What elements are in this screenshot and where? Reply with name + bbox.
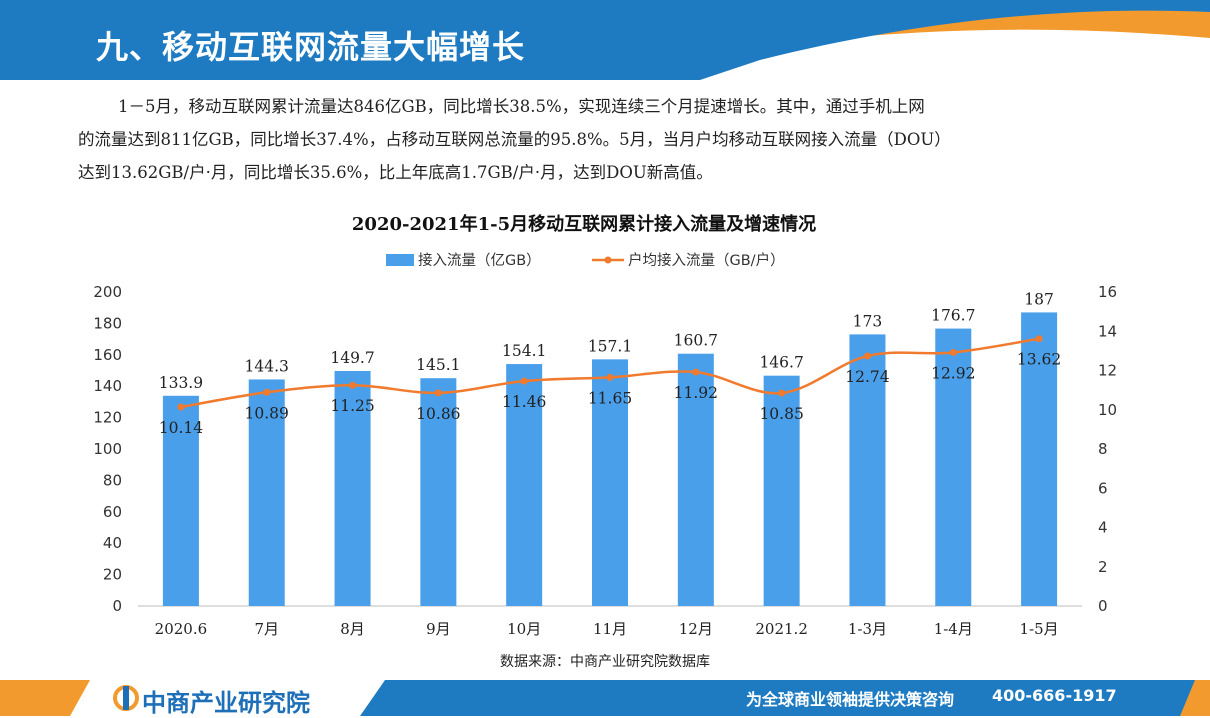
line-point: [778, 389, 786, 397]
legend-label-line: 户均接入流量（GB/户）: [628, 252, 785, 269]
x-tick-label: 10月: [507, 620, 541, 638]
x-tick-label: 8月: [340, 620, 365, 638]
y-right-tick-label: 2: [1098, 558, 1108, 576]
y-left-tick-label: 20: [103, 566, 122, 584]
y-left-tick-label: 0: [112, 597, 122, 615]
bar: [935, 328, 972, 606]
x-tick-label: 12月: [679, 620, 713, 638]
legend-swatch-marker: [604, 256, 612, 264]
y-left-tick-label: 160: [93, 346, 122, 364]
line-value-label: 10.86: [416, 405, 460, 423]
line-point: [520, 377, 528, 385]
y-left-tick-label: 120: [93, 409, 122, 427]
bar: [334, 370, 371, 606]
y-left-tick-label: 180: [93, 314, 122, 332]
line-value-label: 11.25: [330, 397, 374, 415]
line-value-label: 12.92: [931, 364, 975, 382]
line-point: [863, 352, 871, 360]
bar-value-label: 173: [853, 312, 883, 330]
bar-value-label: 149.7: [330, 349, 374, 367]
x-tick-label: 1-4月: [934, 620, 973, 638]
bar: [592, 359, 628, 606]
x-tick-label: 2021.2: [755, 620, 808, 638]
data-source: 数据来源：中商产业研究院数据库: [500, 654, 710, 670]
footer-phone: 400-666-1917: [992, 686, 1117, 705]
x-tick-label: 7月: [254, 620, 279, 638]
x-tick-label: 1-3月: [848, 620, 887, 638]
page-title: 九、移动互联网流量大幅增长: [96, 28, 526, 66]
line-point: [1035, 335, 1043, 343]
line-point: [692, 368, 700, 376]
line-value-label: 10.14: [159, 419, 204, 437]
bar: [763, 375, 800, 606]
line-point: [434, 389, 442, 397]
paragraph-line: 达到13.62GB/户·月，同比增长35.6%，比上年底高1.7GB/户·月，达…: [78, 163, 713, 182]
chart: 0 20 40 60 80 100 120 140 160 180 200 0 2 4 6 8 10 12 14 16…: [93, 252, 1117, 638]
company-logo-icon: [113, 685, 139, 711]
paragraph-line: 1－5月，移动互联网累计流量达846亿GB，同比增长38.5%，实现连续三个月提…: [118, 97, 925, 116]
bar: [849, 334, 886, 606]
bar: [162, 395, 199, 606]
y-right-tick-label: 14: [1098, 322, 1117, 340]
header-banner: [0, 0, 1210, 80]
line-value-label: 12.74: [845, 368, 890, 386]
y-left-tick-label: 200: [93, 283, 122, 301]
line-value-label: 13.62: [1017, 351, 1061, 369]
line-point: [263, 388, 271, 396]
y-right-tick-label: 10: [1098, 401, 1117, 419]
y-right-tick-label: 6: [1098, 479, 1108, 497]
line-value-label: 10.85: [759, 405, 803, 423]
x-tick-label: 2020.6: [155, 620, 208, 638]
bar-value-label: 160.7: [674, 332, 718, 350]
line-value-label: 10.89: [245, 404, 289, 422]
chart-title: 2020-2021年1-5月移动互联网累计接入流量及增速情况: [351, 214, 817, 235]
y-right-tick-label: 12: [1098, 362, 1117, 380]
bar-value-label: 146.7: [759, 354, 803, 372]
line-point: [177, 403, 185, 411]
y-right-tick-label: 4: [1098, 519, 1108, 537]
paragraph-line: 的流量达到811亿GB，同比增长37.4%，占移动互联网总流量的95.8%。5月…: [78, 130, 951, 149]
line-point: [949, 348, 957, 356]
x-tick-label: 9月: [426, 620, 451, 638]
footer-bar: [0, 680, 1210, 716]
footer-slogan: 为全球商业领袖提供决策咨询: [746, 690, 955, 709]
line-point: [606, 373, 614, 381]
line-value-label: 11.46: [502, 393, 546, 411]
summary-paragraph: 1－5月，移动互联网累计流量达846亿GB，同比增长38.5%，实现连续三个月提…: [78, 90, 1133, 189]
y-right-tick-label: 0: [1098, 597, 1108, 615]
y-left-tick-label: 140: [93, 377, 122, 395]
bar-value-label: 187: [1024, 290, 1054, 308]
line-point: [349, 381, 357, 389]
bar: [506, 364, 543, 606]
legend-swatch-bar: [386, 254, 414, 266]
y-left-tick-label: 100: [93, 440, 122, 458]
bar: [420, 378, 457, 606]
x-tick-label: 1-5月: [1020, 620, 1059, 638]
y-right-tick-label: 8: [1098, 440, 1108, 458]
x-tick-label: 11月: [593, 620, 627, 638]
legend-label-bar: 接入流量（亿GB）: [418, 252, 541, 269]
bar-value-label: 144.3: [245, 357, 289, 375]
bar: [248, 379, 285, 606]
line-value-label: 11.65: [588, 389, 632, 407]
y-left-tick-label: 60: [103, 503, 122, 521]
y-left-tick-label: 80: [103, 471, 122, 489]
bar-value-label: 157.1: [588, 337, 632, 355]
bar-value-label: 145.1: [416, 356, 460, 374]
line-value-label: 11.92: [674, 384, 718, 402]
bar: [677, 353, 714, 606]
bar: [1021, 312, 1058, 606]
y-left-tick-label: 40: [103, 534, 122, 552]
bar-value-label: 176.7: [931, 307, 975, 325]
bar-value-label: 133.9: [159, 374, 203, 392]
bar-value-label: 154.1: [502, 342, 546, 360]
company-logo-text: 中商产业研究院: [142, 689, 310, 717]
y-right-tick-label: 16: [1098, 283, 1117, 301]
